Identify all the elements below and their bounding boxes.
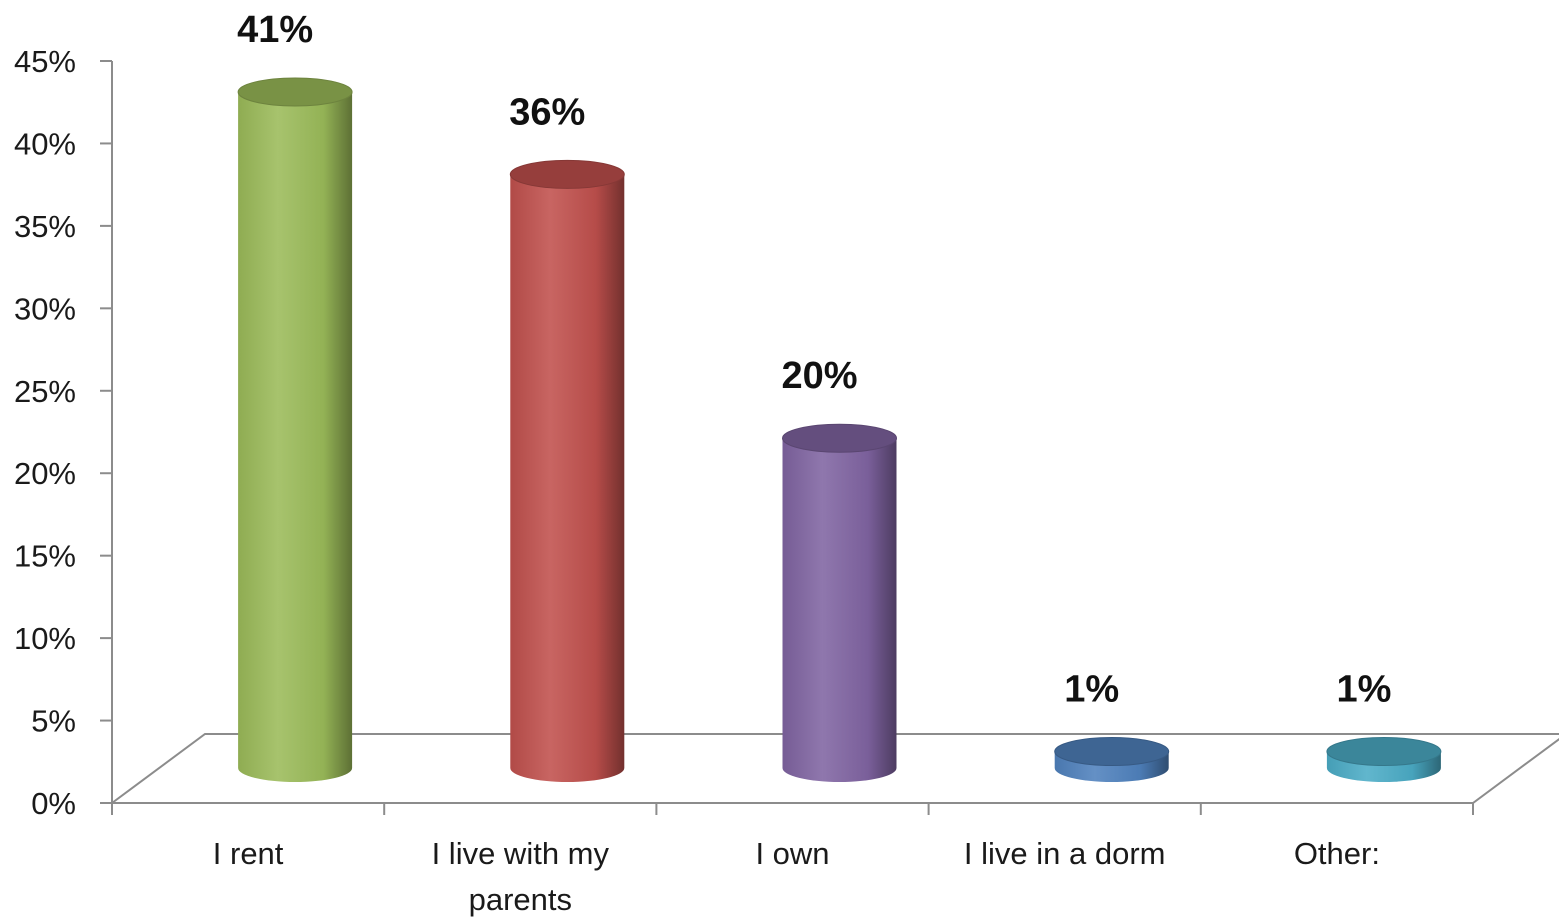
category-label: I own: [755, 836, 829, 871]
data-label: 36%: [509, 91, 585, 133]
bar-4: [1054, 737, 1170, 783]
chart-floor: [108, 733, 1559, 804]
bar-top: [782, 423, 897, 453]
axes: 0% 5% 10% 15% 20% 25% 30% 35% 40% 45%: [14, 44, 1474, 821]
category-label: I live in a dorm: [964, 836, 1166, 871]
y-tick-label: 30%: [14, 291, 76, 326]
data-label: 20%: [781, 355, 857, 397]
bar-top: [1326, 737, 1442, 767]
labels: 41% I rent 36% I live with my parents 20% I ow…: [213, 9, 1392, 917]
bars: [237, 77, 1442, 783]
bar-5: [1326, 737, 1442, 783]
y-tick-label: 20%: [14, 456, 76, 491]
bar-body: [238, 91, 353, 783]
category-label: Other:: [1294, 836, 1380, 871]
data-label: 1%: [1336, 669, 1391, 711]
bar-1: [237, 77, 353, 783]
y-tick-label: 45%: [14, 44, 76, 79]
bar-body: [782, 438, 897, 783]
y-tick-label: 5%: [31, 704, 76, 739]
y-tick-label: 40%: [14, 126, 76, 161]
data-label: 41%: [237, 9, 313, 51]
category-label: parents: [469, 882, 572, 917]
bar-top: [1054, 737, 1170, 767]
y-tick-label: 0%: [31, 786, 76, 821]
category-label: I rent: [213, 836, 284, 871]
y-tick-label: 15%: [14, 539, 76, 574]
bar-2: [509, 159, 625, 783]
bar-top: [509, 159, 625, 189]
y-tick-label: 10%: [14, 621, 76, 656]
bar-3: [782, 423, 897, 783]
bar-body: [510, 174, 625, 783]
bar-top: [237, 77, 353, 107]
data-label: 1%: [1064, 669, 1119, 711]
category-label: I live with my: [432, 836, 610, 871]
y-tick-label: 35%: [14, 209, 76, 244]
floor-outline: [108, 733, 1559, 804]
y-tick-label: 25%: [14, 374, 76, 409]
